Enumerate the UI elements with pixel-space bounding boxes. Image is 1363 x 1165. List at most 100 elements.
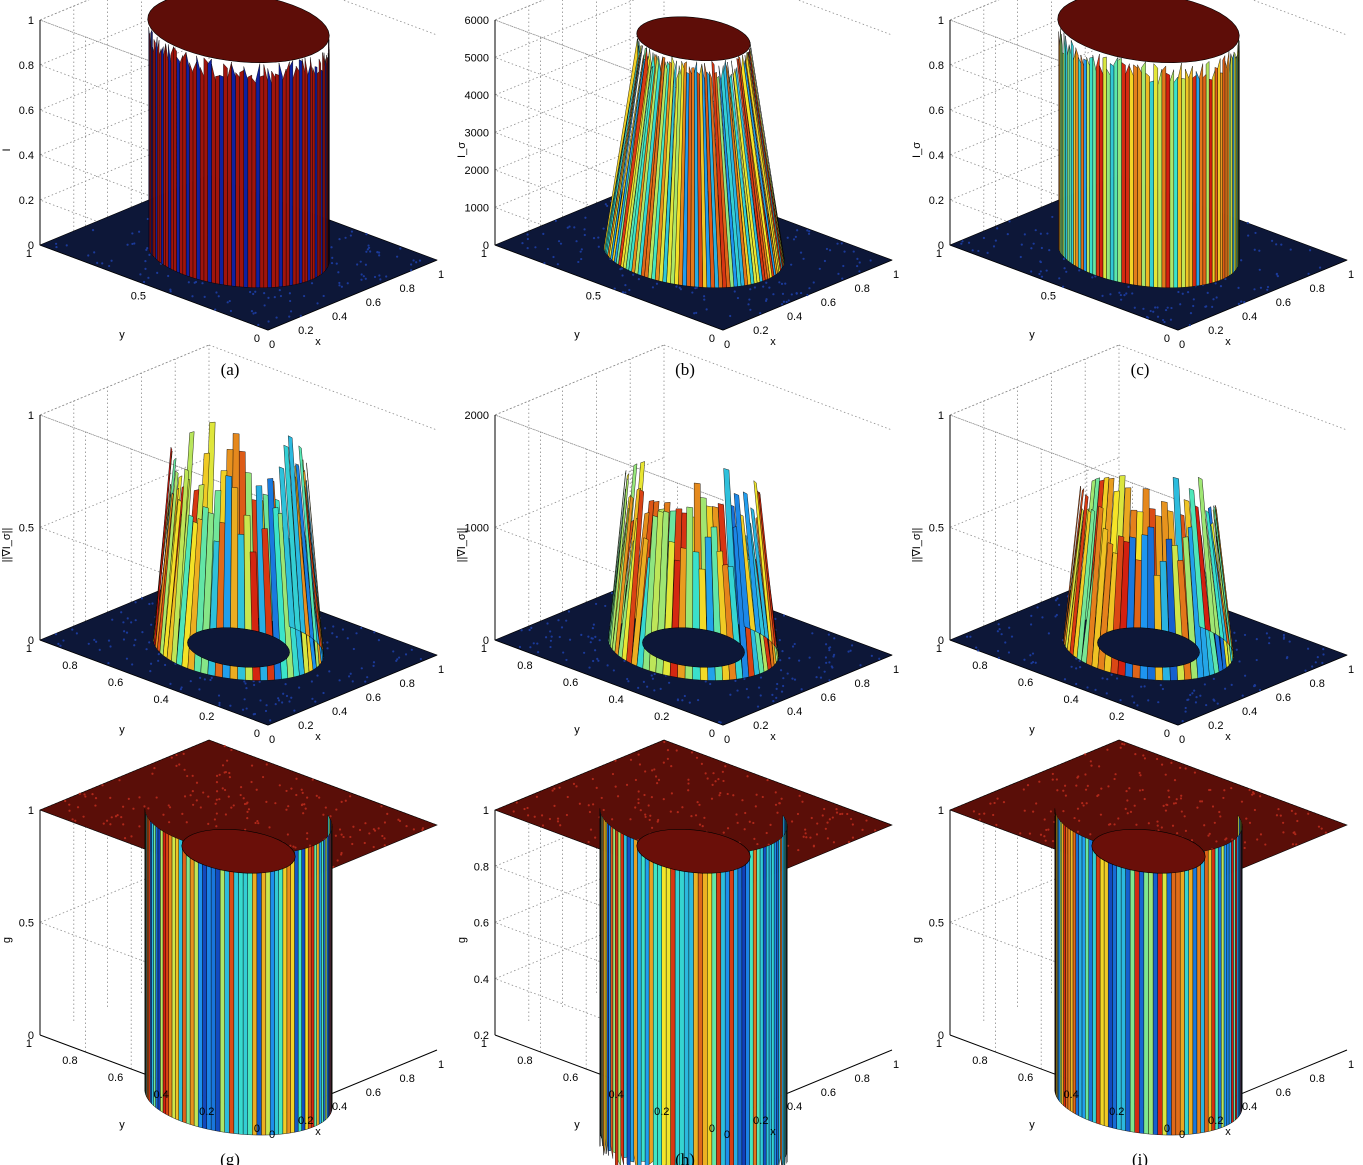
x-tick-label: 0.2 xyxy=(753,1115,768,1127)
y-tick-label: 0.2 xyxy=(654,711,669,723)
z-tick-label: 0.5 xyxy=(929,918,944,930)
x-axis-label: x xyxy=(770,731,776,743)
x-tick-label: 0.4 xyxy=(787,311,802,323)
z-tick-label: 0 xyxy=(938,635,944,647)
y-tick-label: 0.6 xyxy=(563,1072,578,1084)
x-axis-label: x xyxy=(770,1126,776,1138)
x-tick-label: 0.6 xyxy=(821,1087,836,1099)
y-tick-label: 0.2 xyxy=(199,711,214,723)
x-axis-label: x xyxy=(315,731,321,743)
z-tick-label: 0 xyxy=(938,1030,944,1042)
y-tick-label: 0.6 xyxy=(108,677,123,689)
y-axis-label: y xyxy=(574,1119,580,1131)
y-tick-label: 0.6 xyxy=(108,1072,123,1084)
panel-caption: (g) xyxy=(220,1150,240,1165)
x-tick-label: 0 xyxy=(269,1129,275,1141)
x-tick-label: 0.8 xyxy=(1310,678,1325,690)
surface xyxy=(949,739,1348,1136)
surface xyxy=(494,739,893,1165)
y-tick-label: 0.4 xyxy=(609,694,624,706)
x-tick-label: 0.2 xyxy=(1208,1115,1223,1127)
y-tick-label: 0.6 xyxy=(1018,677,1033,689)
y-tick-label: 0.4 xyxy=(1064,1089,1079,1101)
x-tick-label: 0.4 xyxy=(332,706,347,718)
z-tick-label: 0 xyxy=(28,240,34,252)
panel-caption: (c) xyxy=(1131,360,1150,379)
x-tick-label: 0.6 xyxy=(366,692,381,704)
z-tick-label: 1000 xyxy=(465,523,489,535)
z-axis-label: g xyxy=(911,937,923,943)
y-axis-label: y xyxy=(1029,1119,1035,1131)
x-tick-label: 0.8 xyxy=(400,1073,415,1085)
x-tick-label: 0 xyxy=(269,339,275,351)
z-tick-label: 1 xyxy=(483,805,489,817)
y-tick-label: 0.6 xyxy=(563,677,578,689)
y-tick-label: 0.4 xyxy=(609,1089,624,1101)
x-tick-label: 1 xyxy=(1348,269,1354,281)
panel-caption: (h) xyxy=(675,1150,695,1165)
x-tick-label: 1 xyxy=(893,664,899,676)
z-tick-label: 0.8 xyxy=(19,60,34,72)
panel-h: 0.2 0.4 0.6 0.8 1 0 0.2 0.4 0.6 0.8 1 0 0.2 0.4 0.6 0.8… xyxy=(456,739,899,1165)
x-tick-label: 0 xyxy=(1179,734,1185,746)
x-axis-label: x xyxy=(1225,1126,1231,1138)
surface xyxy=(949,475,1348,726)
y-axis-label: y xyxy=(1029,724,1035,736)
y-tick-label: 0.8 xyxy=(972,660,987,672)
z-tick-label: 0 xyxy=(483,635,489,647)
y-tick-label: 0 xyxy=(254,728,260,740)
x-axis-label: x xyxy=(1225,731,1231,743)
y-tick-label: 1 xyxy=(481,248,487,260)
y-tick-label: 0 xyxy=(1164,728,1170,740)
x-tick-label: 1 xyxy=(893,269,899,281)
y-tick-label: 0 xyxy=(709,1123,715,1135)
x-tick-label: 0.2 xyxy=(298,720,313,732)
z-axis-label: ||∇I_σ|| xyxy=(911,528,923,563)
x-tick-label: 0.4 xyxy=(332,311,347,323)
x-tick-label: 0.2 xyxy=(753,720,768,732)
z-tick-label: 3000 xyxy=(465,128,489,140)
x-tick-label: 0.4 xyxy=(1242,1101,1257,1113)
x-tick-label: 1 xyxy=(1348,1059,1354,1071)
y-tick-label: 0 xyxy=(709,728,715,740)
x-tick-label: 0.6 xyxy=(1276,1087,1291,1099)
x-tick-label: 0.8 xyxy=(400,283,415,295)
z-axis-label: g xyxy=(1,937,13,943)
z-tick-label: 0.2 xyxy=(474,1030,489,1042)
z-tick-label: 1 xyxy=(28,410,34,422)
x-axis-label: x xyxy=(770,336,776,348)
panel-b: 010002000300040005000600000.20.40.60.810… xyxy=(456,0,899,379)
y-tick-label: 0.4 xyxy=(1064,694,1079,706)
y-tick-label: 0.5 xyxy=(1041,291,1056,303)
z-axis-label: ||∇I_σ|| xyxy=(456,528,468,563)
x-axis-label: x xyxy=(315,1126,321,1138)
x-tick-label: 0.2 xyxy=(298,1115,313,1127)
y-axis-label: y xyxy=(574,329,580,341)
z-tick-label: 0 xyxy=(28,635,34,647)
z-tick-label: 1000 xyxy=(465,203,489,215)
y-tick-label: 1 xyxy=(481,1038,487,1050)
z-tick-label: 0.5 xyxy=(19,523,34,535)
z-axis-label: I xyxy=(1,148,13,151)
y-tick-label: 0.5 xyxy=(131,291,146,303)
y-tick-label: 0.2 xyxy=(199,1106,214,1118)
y-tick-label: 1 xyxy=(936,1038,942,1050)
y-axis-label: y xyxy=(119,1119,125,1131)
z-axis-label: g xyxy=(456,937,468,943)
x-tick-label: 0.8 xyxy=(1310,283,1325,295)
z-axis-label: I_σ xyxy=(456,142,468,158)
y-tick-label: 0.5 xyxy=(586,291,601,303)
z-tick-label: 0.2 xyxy=(929,195,944,207)
z-tick-label: 0.4 xyxy=(929,150,944,162)
z-tick-label: 6000 xyxy=(465,15,489,27)
x-tick-label: 1 xyxy=(438,664,444,676)
z-tick-label: 1 xyxy=(938,805,944,817)
x-tick-label: 1 xyxy=(1348,664,1354,676)
surface xyxy=(39,0,438,331)
surface xyxy=(494,461,893,726)
y-tick-label: 0.2 xyxy=(654,1106,669,1118)
